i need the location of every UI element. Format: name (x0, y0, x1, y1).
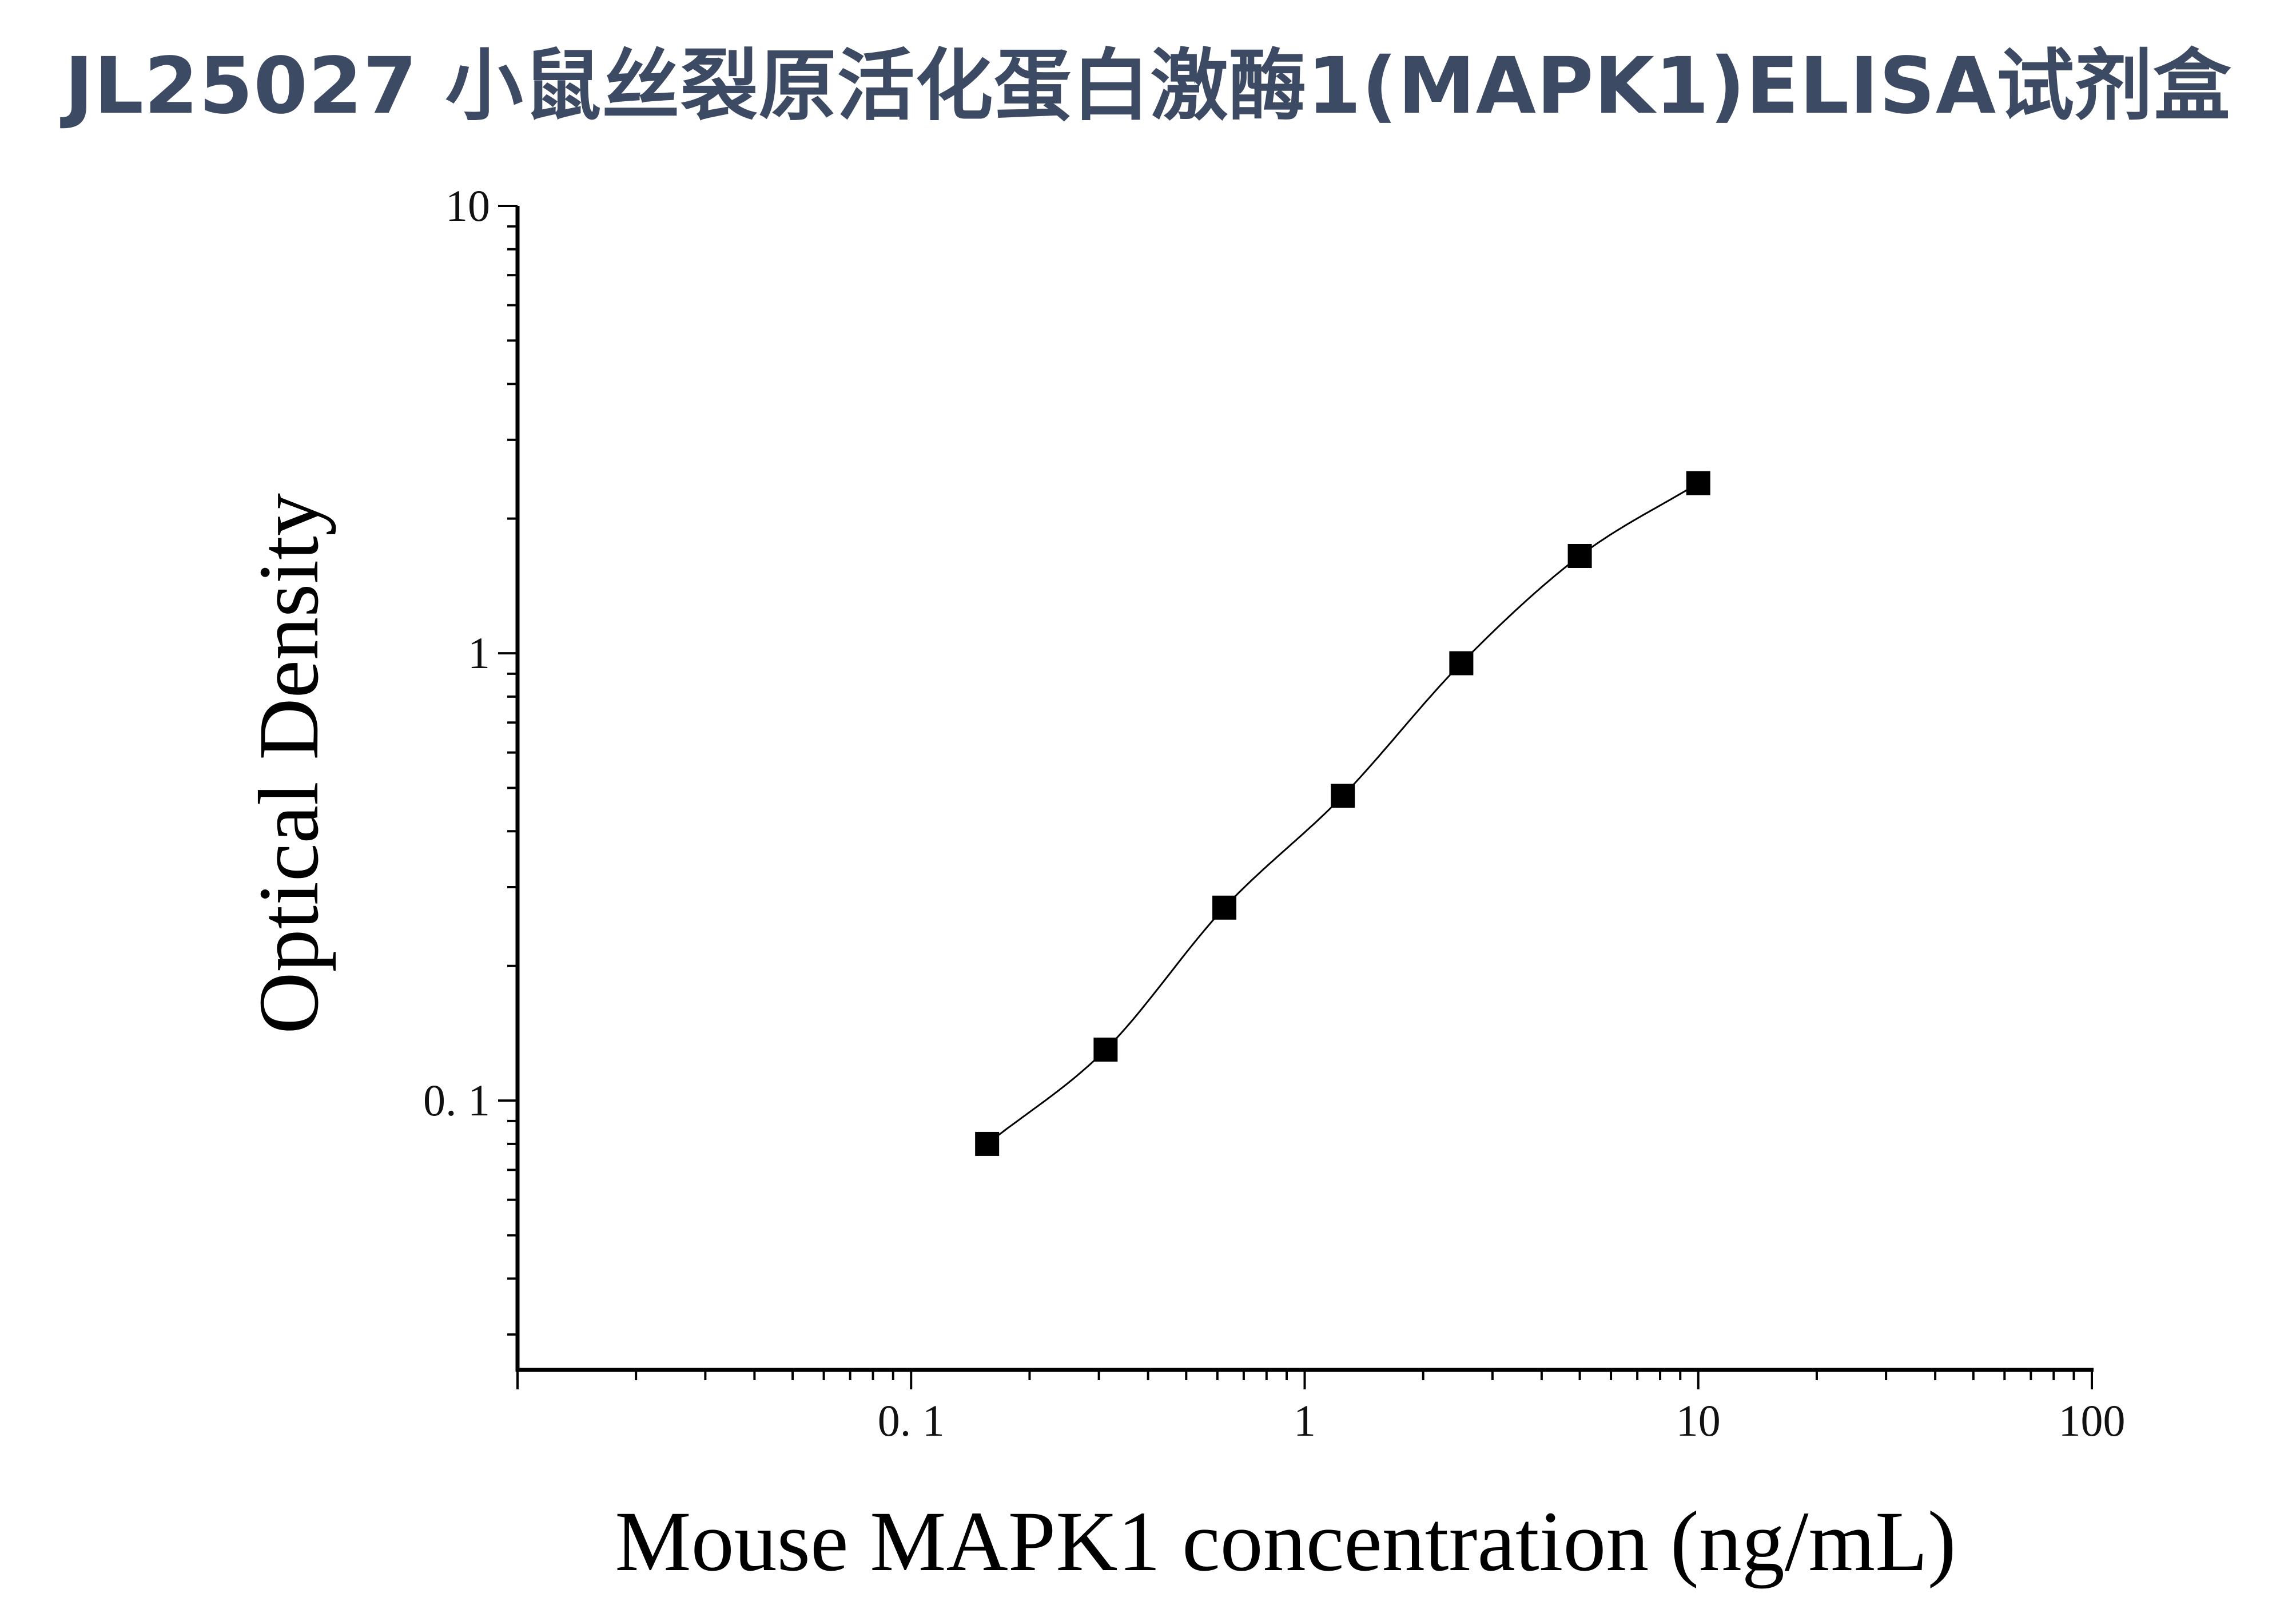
y-tick-label: 0. 1 (423, 1075, 490, 1125)
axes (515, 206, 2094, 1372)
data-points (975, 471, 1710, 1156)
data-point (1212, 895, 1237, 920)
y-tick-label: 10 (445, 181, 490, 231)
y-axis-title: Optical Density (241, 493, 336, 1034)
data-point (1567, 543, 1592, 568)
axis-ticks (498, 205, 2093, 1389)
tick-labels: 0. 1 1 10 100 0. 1 1 10 (423, 181, 2126, 1445)
x-axis-title: Mouse MAPK1 concentration (ng/mL) (615, 1494, 1956, 1589)
data-point (1449, 651, 1474, 676)
data-point (1331, 784, 1355, 808)
data-point (1686, 471, 1710, 495)
data-point (975, 1131, 1000, 1156)
x-tick-label: 10 (1676, 1396, 1721, 1445)
x-tick-label: 1 (1294, 1396, 1316, 1445)
x-tick-label: 100 (2059, 1396, 2126, 1445)
data-point (1093, 1038, 1118, 1062)
y-tick-label: 1 (468, 628, 490, 678)
x-tick-label: 0. 1 (878, 1396, 945, 1445)
chart-title: JL25027 小鼠丝裂原活化蛋白激酶1(MAPK1)ELISA试剂盒 (64, 41, 2232, 132)
